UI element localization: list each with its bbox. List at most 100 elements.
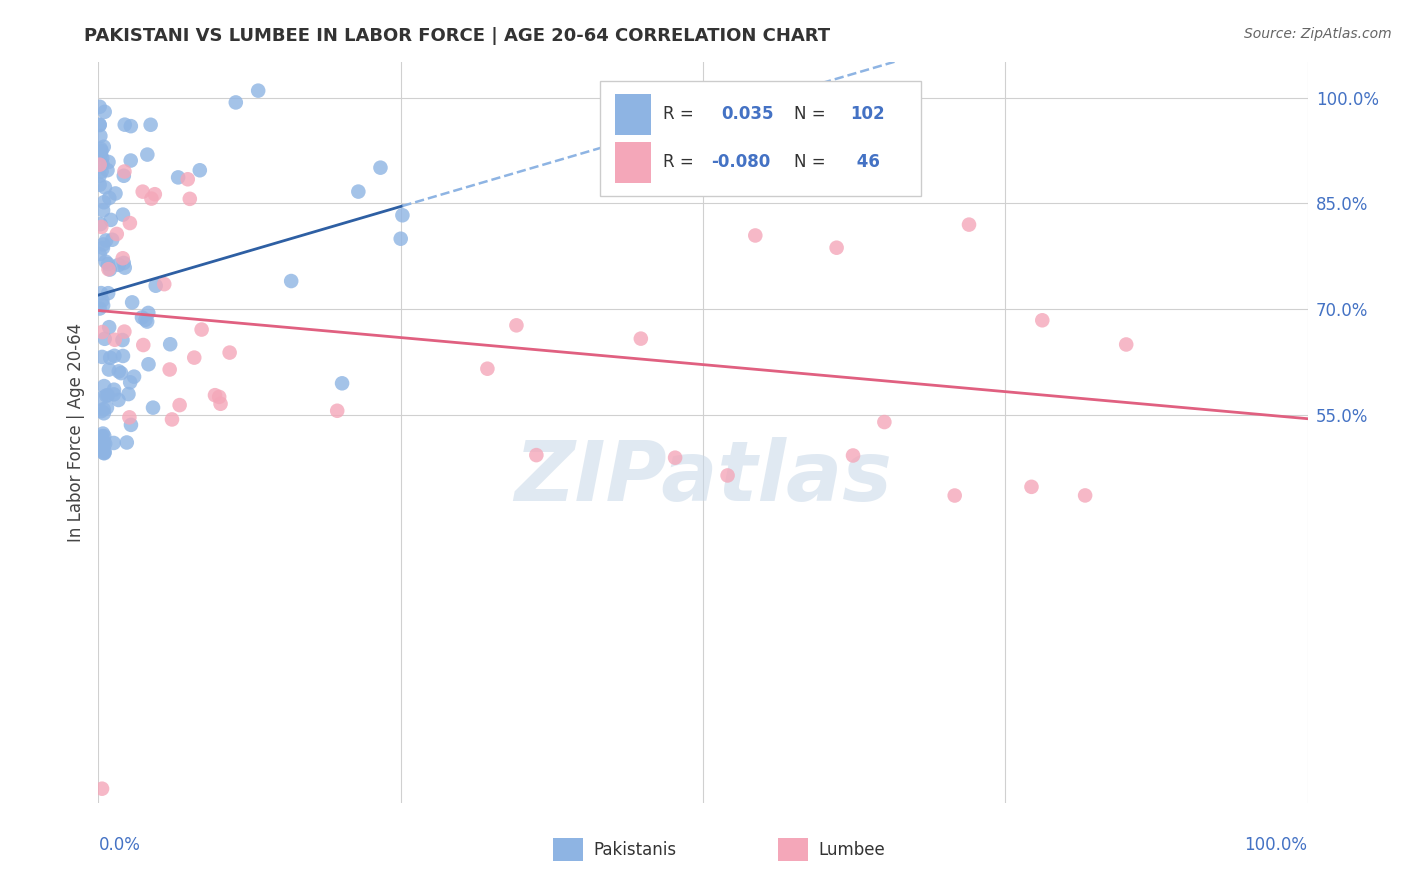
Point [103,387,125,401]
Point [105,227,128,241]
Point [132,338,155,352]
Point [89,301,111,316]
Point [114,118,136,132]
Point [391,208,413,222]
Point [104,333,127,347]
Text: Pakistanis: Pakistanis [593,841,676,859]
Point [111,349,134,363]
Point [136,315,159,329]
Point [943,489,966,503]
Point [134,312,156,326]
Point [179,192,201,206]
Point [91,429,114,443]
Point [89,178,111,192]
Point [101,233,124,247]
Point [100,213,122,227]
Text: R =: R = [664,153,699,171]
Point [91,434,114,448]
Point [89,169,111,183]
Point [825,241,848,255]
Point [91,426,114,441]
Point [225,95,247,110]
Point [93,446,115,460]
Point [120,153,142,168]
Point [131,310,153,325]
Point [91,203,114,218]
Point [98,351,121,365]
Bar [600,81,921,195]
Text: N =: N = [793,153,831,171]
Point [104,186,127,201]
Bar [614,94,651,135]
Point [138,357,160,371]
Point [188,163,211,178]
Point [159,362,181,376]
Point [112,256,135,270]
Point [110,366,132,380]
Point [98,320,121,334]
Point [524,448,547,462]
Point [94,254,117,268]
Point [91,781,114,796]
Point [93,195,115,210]
Point [114,260,136,275]
Point [1115,337,1137,351]
Text: PAKISTANI VS LUMBEE IN LABOR FORCE | AGE 20-64 CORRELATION CHART: PAKISTANI VS LUMBEE IN LABOR FORCE | AGE… [84,27,831,45]
Point [120,119,142,133]
Point [94,180,117,194]
Point [177,172,200,186]
Point [630,332,652,346]
Point [89,442,111,456]
Point [131,185,153,199]
Text: Source: ZipAtlas.com: Source: ZipAtlas.com [1244,27,1392,41]
Point [716,468,738,483]
Point [107,364,129,378]
Point [111,252,134,266]
Point [89,128,111,143]
Point [120,417,142,432]
Point [143,187,166,202]
Point [89,118,111,132]
Point [114,164,136,178]
Point [389,232,412,246]
Text: 0.0%: 0.0% [98,836,141,855]
Point [142,401,165,415]
Text: 46: 46 [851,153,879,171]
Point [118,410,141,425]
Point [477,361,499,376]
Point [89,217,111,231]
Point [139,118,162,132]
Point [97,262,120,277]
Point [326,403,349,417]
Point [160,412,183,426]
Point [91,151,114,165]
Point [1031,313,1053,327]
Point [347,185,370,199]
Point [97,257,120,271]
Point [91,237,114,252]
Point [247,84,270,98]
Point [209,397,232,411]
Point [120,376,142,390]
Point [957,218,980,232]
Point [90,404,112,418]
Point [90,286,112,301]
Point [111,333,134,347]
Point [98,262,121,277]
Point [744,228,766,243]
Point [97,362,120,376]
Point [103,349,125,363]
Point [136,306,159,320]
Point [93,332,115,346]
Point [169,398,191,412]
Text: 102: 102 [851,105,886,123]
Y-axis label: In Labor Force | Age 20-64: In Labor Force | Age 20-64 [66,323,84,542]
Text: -0.080: -0.080 [711,153,770,171]
Point [167,170,190,185]
Point [190,322,212,336]
Point [117,387,139,401]
Point [280,274,302,288]
Point [90,147,112,161]
Point [122,369,145,384]
Point [89,118,111,132]
